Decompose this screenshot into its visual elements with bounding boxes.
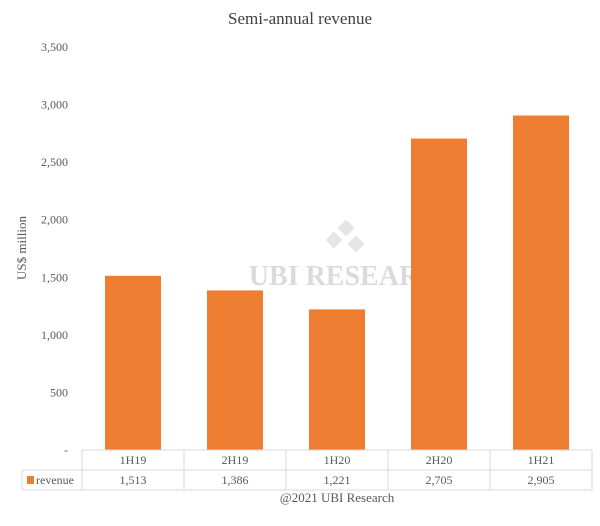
bar-2H20 [411, 138, 467, 450]
chart-title: Semi-annual revenue [228, 9, 372, 28]
x-tick-label: 2H20 [426, 453, 453, 467]
x-tick-label: 1H20 [324, 453, 351, 467]
data-label: 1,221 [324, 473, 351, 487]
watermark-logo [325, 219, 365, 253]
y-tick-label: 1,000 [41, 328, 68, 342]
y-tick-label: 3,500 [41, 40, 68, 54]
x-tick-label: 2H19 [222, 453, 249, 467]
bar-1H21 [513, 115, 569, 450]
y-tick-label: 2,000 [41, 213, 68, 227]
y-tick-label: 3,000 [41, 98, 68, 112]
data-label: 1,386 [222, 473, 249, 487]
y-tick-label: 500 [50, 385, 68, 399]
data-label: 1,513 [120, 473, 147, 487]
bar-2H19 [207, 290, 263, 450]
footer-credit: @2021 UBI Research [280, 490, 395, 505]
x-tick-label: 1H21 [528, 453, 555, 467]
x-tick-label: 1H19 [120, 453, 147, 467]
bar-1H20 [309, 309, 365, 450]
data-label: 2,705 [426, 473, 453, 487]
y-tick-label: - [64, 443, 68, 457]
y-tick-label: 2,500 [41, 155, 68, 169]
bar-1H19 [105, 275, 161, 450]
y-tick-label: 1,500 [41, 270, 68, 284]
legend-label: revenue [36, 473, 74, 487]
y-axis-label: US$ million [14, 216, 29, 280]
data-label: 2,905 [528, 473, 555, 487]
legend-swatch [27, 476, 34, 484]
